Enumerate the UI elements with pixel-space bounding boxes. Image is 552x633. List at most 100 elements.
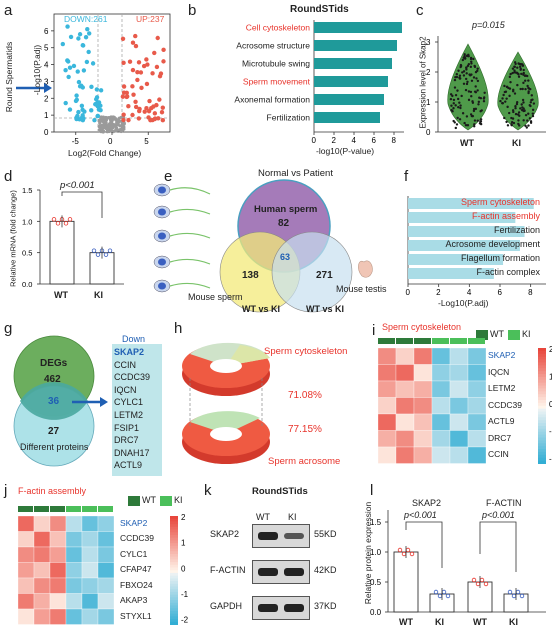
panel-e: e Normal vs Patient Human sperm 82 63 1 (150, 166, 390, 316)
data-point (479, 577, 485, 583)
heatmap-cell (33, 577, 51, 594)
violin-point (450, 108, 453, 112)
heatmap-cell (431, 446, 451, 464)
group-bar (98, 506, 113, 512)
heatmap-cell (431, 347, 451, 365)
group-label: WT (399, 617, 413, 627)
color-scale (170, 567, 178, 571)
violin-wt (447, 43, 489, 131)
volcano-point-up (150, 71, 155, 76)
heatmap-cell (65, 515, 83, 532)
violin-point (479, 122, 483, 126)
color-scale (538, 373, 546, 378)
heatmap-cell (467, 413, 487, 431)
gene-item: FSIP1 (114, 422, 140, 433)
violin-point (469, 57, 473, 61)
violin-point (519, 107, 522, 110)
violin-point (511, 71, 514, 75)
color-scale (538, 382, 546, 387)
volcano-point-down (83, 35, 89, 40)
x-axis-label: Log2(Fold Change) (68, 148, 142, 158)
color-scale (538, 405, 546, 410)
y-tick-label: 0 (426, 128, 431, 137)
volcano-point-up (131, 92, 136, 97)
volcano-point-up (136, 60, 142, 65)
bar (408, 198, 534, 209)
volcano-point (100, 116, 104, 120)
violin-point (517, 119, 520, 122)
group-bar (378, 338, 395, 344)
degs-venn (13, 335, 162, 476)
heatmap-cell (97, 593, 115, 610)
heatmap-cell (65, 577, 83, 594)
violin-point (455, 75, 459, 79)
group-bar (396, 338, 413, 344)
color-scale (538, 379, 546, 384)
group-bar (34, 506, 49, 512)
violin-point (470, 95, 473, 98)
violin-point (477, 103, 480, 106)
down-header: Down (122, 334, 146, 344)
violin-point (456, 97, 460, 101)
violin-point (461, 71, 464, 74)
color-scale (170, 575, 178, 579)
color-scale (170, 597, 178, 601)
color-scale (538, 414, 546, 418)
volcano-point-up (136, 108, 142, 114)
volcano-point (112, 115, 116, 119)
color-scale (538, 451, 546, 456)
volcano-point-down (60, 41, 66, 47)
bar (408, 226, 525, 237)
category-label: Acrosome structure (236, 41, 310, 51)
data-point (107, 248, 113, 253)
volcano-point-up (150, 117, 155, 123)
violin-point (515, 101, 519, 104)
violin-point (462, 74, 466, 77)
color-scale (538, 411, 546, 415)
color-scale (538, 376, 546, 381)
degs-label: DEGs (40, 358, 68, 369)
volcano-point-down (89, 84, 94, 90)
volcano-point-down (73, 98, 79, 104)
category-label: Microtubule swing (242, 59, 310, 69)
volcano-point (100, 119, 104, 123)
violin-point (456, 89, 459, 92)
violin-point (470, 79, 474, 82)
volcano-point-down (79, 103, 85, 108)
violin-point (505, 120, 508, 124)
heatmap-cell (97, 546, 115, 563)
proteins-value: 27 (48, 426, 60, 437)
blot-band (252, 524, 310, 548)
heatmap-i: 2 1 0 -1 -2 (377, 338, 552, 464)
y-tick-label: 6 (44, 27, 49, 36)
violin-point (530, 94, 533, 97)
panel-j: j F-actin assembly WT KI 2 1 0 -1 -2 SKAP2 CC… (0, 480, 196, 633)
violin-point (519, 67, 522, 71)
data-point (405, 547, 411, 553)
violin-point (515, 102, 519, 106)
violin-point (521, 106, 524, 109)
volcano-point-down (92, 117, 97, 123)
volcano-point-down (98, 88, 104, 93)
violin-point (473, 119, 477, 122)
violin-point (467, 54, 470, 58)
group-bar (468, 338, 485, 344)
x-tick-label: 0 (406, 288, 411, 297)
venn-mouse-sperm-label: Mouse sperm (188, 292, 243, 302)
violin-point (510, 121, 514, 124)
panel-i: i Sperm cytoskeleton WT KI 2 1 0 -1 -2 SKAP2… (372, 318, 552, 478)
data-point (67, 217, 73, 222)
color-scale (538, 417, 546, 421)
x-tick-label: 5 (144, 137, 149, 146)
heatmap-cell (81, 593, 99, 610)
color-scale (538, 434, 546, 439)
violin-point (470, 62, 473, 65)
heatmap-cell (467, 380, 487, 398)
panel-label-k: k (204, 482, 212, 499)
volcano-point-up (157, 74, 163, 79)
color-scale (538, 350, 546, 355)
x-tick-label: 0 (108, 137, 113, 146)
venn-mouse-testis-label: Mouse testis (336, 284, 387, 294)
color-scale (170, 548, 178, 552)
color-scale (170, 524, 178, 528)
